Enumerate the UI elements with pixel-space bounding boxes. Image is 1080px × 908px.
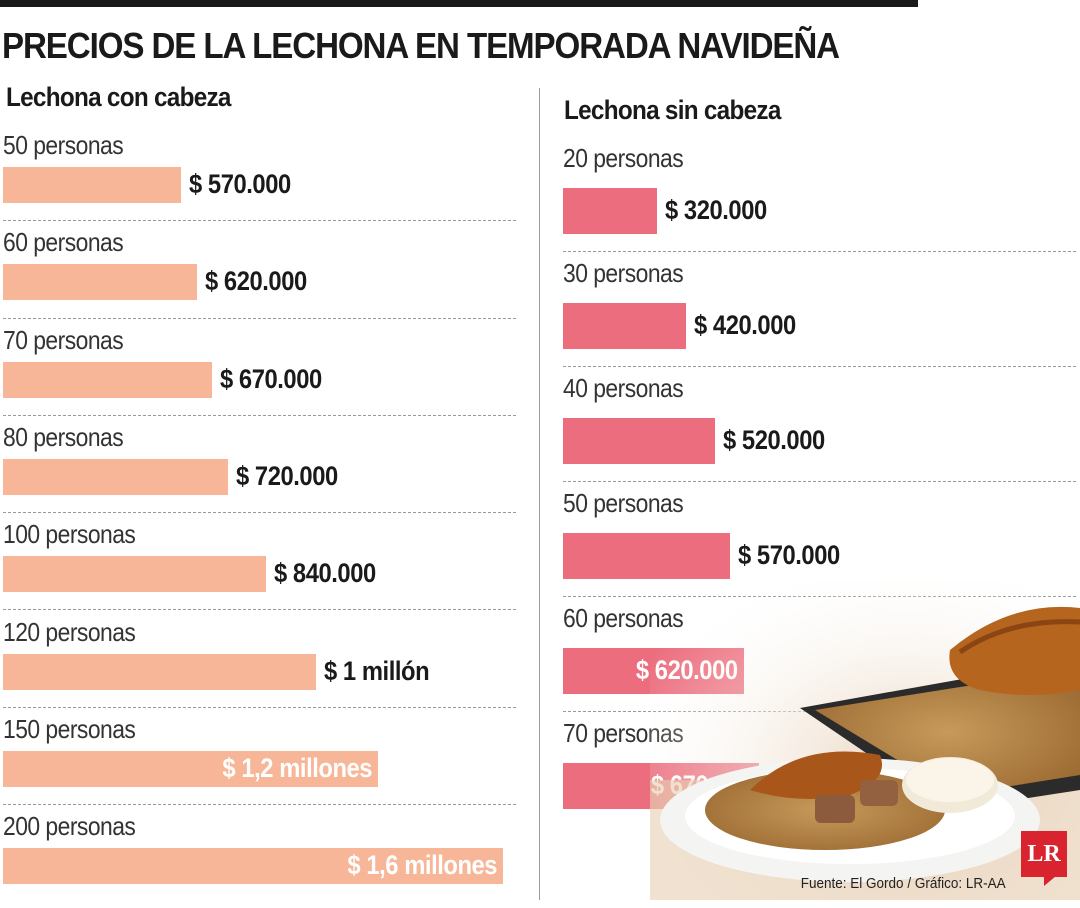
lechona-food-image xyxy=(650,580,1080,900)
category-label: 150 personas xyxy=(3,713,136,744)
bar xyxy=(563,188,657,234)
bar-row: 30 personas $ 420.000 xyxy=(563,258,1076,373)
top-rule xyxy=(0,0,918,7)
value-label: $ 670.000 xyxy=(220,363,322,394)
bar-row: 200 personas $ 1,6 millones xyxy=(3,811,516,908)
chart-title: PRECIOS DE LA LECHONA EN TEMPORADA NAVID… xyxy=(2,25,840,66)
value-label: $ 570.000 xyxy=(189,169,291,199)
value-label: $ 520.000 xyxy=(723,425,825,455)
source-note: Fuente: El Gordo / Gráfico: LR-AA xyxy=(801,875,1006,892)
lr-logo: LR xyxy=(1021,831,1067,877)
category-label: 30 personas xyxy=(563,258,684,288)
category-label: 60 personas xyxy=(3,227,124,258)
bar-row: 50 personas $ 570.000 xyxy=(563,488,1076,603)
bar xyxy=(563,533,730,579)
panel-divider xyxy=(539,88,540,900)
bar-row: 70 personas $ 670.000 xyxy=(3,325,516,422)
left-panel-title: Lechona con cabeza xyxy=(6,82,231,112)
value-label: $ 1 millón xyxy=(324,655,430,686)
bar-row: 80 personas $ 720.000 xyxy=(3,422,516,519)
bar xyxy=(3,556,266,593)
row-separator xyxy=(3,414,516,416)
bar-row: 120 personas $ 1 millón xyxy=(3,617,516,714)
value-label: $ 320.000 xyxy=(665,195,767,225)
row-separator xyxy=(3,220,516,222)
value-label: $ 840.000 xyxy=(274,558,376,589)
value-label: $ 720.000 xyxy=(236,460,338,491)
row-separator xyxy=(563,481,1076,482)
row-separator xyxy=(3,512,516,514)
row-separator xyxy=(563,366,1076,367)
bar xyxy=(563,418,715,464)
category-label: 20 personas xyxy=(563,143,684,173)
bar xyxy=(3,653,316,690)
bar xyxy=(3,167,181,203)
category-label: 120 personas xyxy=(3,616,136,647)
bar xyxy=(3,848,503,885)
category-label: 70 personas xyxy=(3,324,124,355)
bar xyxy=(3,361,212,398)
bar-row: 20 personas $ 320.000 xyxy=(563,143,1076,258)
bar-row: 50 personas $ 570.000 xyxy=(3,130,516,227)
category-label: 200 personas xyxy=(3,811,136,842)
bar xyxy=(3,458,228,495)
category-label: 80 personas xyxy=(3,421,124,452)
value-label: $ 1,2 millones xyxy=(222,752,372,783)
row-separator xyxy=(3,609,516,611)
bar xyxy=(3,264,197,301)
value-label: $ 1,6 millones xyxy=(347,850,497,881)
category-label: 50 personas xyxy=(3,130,124,160)
value-label: $ 420.000 xyxy=(694,310,796,340)
row-separator xyxy=(563,251,1076,252)
bar xyxy=(563,303,686,349)
row-separator xyxy=(3,804,516,806)
row-separator xyxy=(3,706,516,708)
bar-row: 60 personas $ 620.000 xyxy=(3,227,516,324)
right-panel-title: Lechona sin cabeza xyxy=(564,95,781,125)
bar-row: 100 personas $ 840.000 xyxy=(3,519,516,616)
category-label: 40 personas xyxy=(563,373,684,403)
bar-row: 150 personas $ 1,2 millones xyxy=(3,714,516,811)
value-label: $ 570.000 xyxy=(738,540,840,570)
logo-tail xyxy=(1044,876,1056,886)
row-separator xyxy=(3,317,516,319)
value-label: $ 620.000 xyxy=(205,266,307,297)
category-label: 50 personas xyxy=(563,488,684,518)
category-label: 100 personas xyxy=(3,519,136,550)
bar-row: 40 personas $ 520.000 xyxy=(563,373,1076,488)
bar xyxy=(3,750,378,787)
